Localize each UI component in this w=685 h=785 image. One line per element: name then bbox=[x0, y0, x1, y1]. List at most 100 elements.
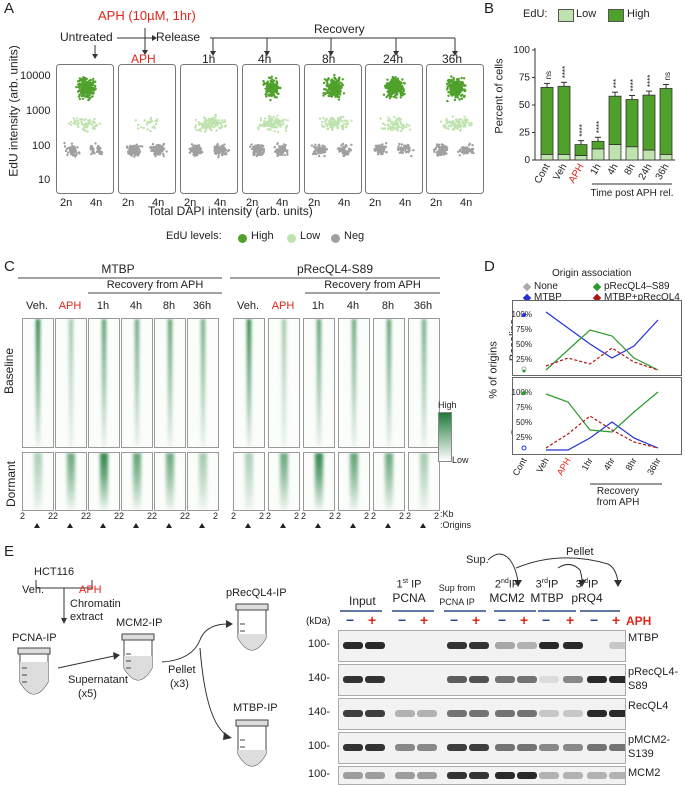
d-line-precql4 bbox=[545, 329, 659, 371]
protein-band bbox=[609, 772, 625, 779]
c-header-lines bbox=[18, 277, 440, 294]
e-supernatant: Supernatant bbox=[68, 674, 128, 686]
protein-band bbox=[395, 772, 415, 779]
lane-label: 8h bbox=[381, 300, 395, 312]
heatmap-baseline bbox=[303, 318, 335, 448]
mw-marker: 100- bbox=[308, 638, 331, 650]
kb-tick: 2 bbox=[406, 511, 412, 521]
d-dormant-frame bbox=[512, 377, 682, 455]
b-ylabel: Percent of cells bbox=[493, 58, 506, 134]
bar-high bbox=[557, 85, 571, 155]
d-ytick: 50% bbox=[516, 418, 532, 427]
b-category-label: 4h bbox=[606, 162, 621, 177]
origin-marker bbox=[166, 523, 172, 528]
b-ytick-label: 50 bbox=[519, 100, 531, 111]
protein-band bbox=[417, 710, 437, 717]
d-line-precql4-dormant bbox=[545, 391, 659, 433]
cond-aph: APH bbox=[131, 52, 156, 66]
plus-sign: + bbox=[472, 612, 481, 628]
kb-tick: 2 bbox=[20, 511, 26, 521]
cond-24h: 24h bbox=[383, 52, 404, 66]
protein-band bbox=[495, 744, 515, 751]
d-baseline-frame bbox=[512, 300, 682, 376]
mw-marker: 100- bbox=[308, 740, 331, 752]
legend-neg: Neg bbox=[344, 230, 365, 242]
e-chromatin: Chromatin extract bbox=[70, 598, 121, 623]
blot-flow-arrows bbox=[487, 553, 622, 587]
heatmap-baseline bbox=[373, 318, 405, 448]
protein-band bbox=[447, 710, 467, 717]
ip2-sup: nd bbox=[500, 578, 509, 585]
panel-a-label: A bbox=[4, 0, 15, 17]
protein-band bbox=[447, 676, 467, 683]
heatmap-baseline bbox=[408, 318, 440, 448]
plus-sign: + bbox=[566, 612, 575, 628]
d-point-precql4 bbox=[522, 369, 526, 373]
d-legend-precql4-mark bbox=[592, 282, 602, 292]
heat-signal bbox=[317, 319, 321, 447]
ytick-1000: 1000 bbox=[26, 105, 51, 117]
plus-sign: + bbox=[612, 612, 621, 628]
heatmap-baseline bbox=[338, 318, 370, 448]
protein-band bbox=[469, 710, 489, 717]
heat-colorbar bbox=[438, 412, 452, 462]
heat-signal bbox=[385, 453, 393, 510]
bar-high bbox=[659, 88, 673, 155]
c-row-baseline: Baseline bbox=[2, 347, 17, 395]
bar-high bbox=[591, 140, 605, 150]
b-ytick-label: 0 bbox=[524, 155, 530, 166]
b-ytick-label: 25 bbox=[519, 128, 531, 139]
xtick-4n: 4n bbox=[399, 197, 412, 209]
protein-band bbox=[539, 744, 559, 751]
protein-band bbox=[563, 710, 583, 717]
protein-band bbox=[495, 772, 515, 779]
heatmap-dormant bbox=[233, 452, 265, 511]
protein-band bbox=[469, 676, 489, 683]
protein-band bbox=[517, 744, 537, 751]
xtick-4n: 4n bbox=[338, 197, 351, 209]
protein-band bbox=[343, 772, 363, 779]
lane-underlines bbox=[340, 610, 620, 612]
legend-low-dot bbox=[287, 234, 296, 243]
kb-tick: 2 bbox=[259, 511, 265, 521]
e-x3: (x3) bbox=[170, 678, 189, 690]
heat-signal bbox=[201, 319, 205, 447]
origin-line-chart: 100% 75% 50% 25% 100% 75% 50% 25% Cont Veh APH 1hr 4… bbox=[512, 300, 682, 485]
kb-tick: 2 bbox=[301, 511, 307, 521]
b-significance: *** bbox=[612, 79, 621, 88]
protein-band bbox=[563, 744, 583, 751]
origin-marker bbox=[34, 523, 40, 528]
panel-d-label: D bbox=[484, 258, 495, 275]
protein-band bbox=[539, 676, 559, 683]
xtick-4n: 4n bbox=[214, 197, 227, 209]
blot-panel bbox=[338, 732, 626, 764]
recovery-label: Recovery bbox=[314, 22, 365, 36]
protein-band bbox=[395, 744, 415, 751]
blot-antibody-label: MCM2 bbox=[628, 767, 661, 779]
kb-tick: 2 bbox=[81, 511, 87, 521]
ip3a-target: MTBP bbox=[530, 590, 564, 605]
legend-high-dot bbox=[238, 234, 247, 243]
heatmap-baseline bbox=[154, 318, 186, 448]
origin-marker bbox=[245, 523, 251, 528]
heatmap-baseline bbox=[22, 318, 54, 448]
origin-marker bbox=[67, 523, 73, 528]
bar-low bbox=[659, 154, 673, 161]
bar-high bbox=[608, 95, 622, 145]
kb-tick: 2 bbox=[147, 511, 153, 521]
sup-pcna-text: PCNA IP bbox=[439, 597, 475, 607]
bar-high bbox=[642, 94, 656, 151]
e-x5: (x5) bbox=[78, 688, 97, 700]
heatmap-dormant bbox=[373, 452, 405, 511]
ytick-10: 10 bbox=[38, 174, 51, 186]
b-legend-low: Low bbox=[576, 8, 597, 20]
d-ytick: 25% bbox=[516, 433, 532, 442]
lane-label: 1h bbox=[311, 300, 325, 312]
xtick-4n: 4n bbox=[460, 197, 473, 209]
heat-signal bbox=[133, 453, 141, 510]
d-xtick: 1hr bbox=[580, 456, 595, 472]
c-group-mtbp: MTBP bbox=[101, 262, 135, 276]
protein-band bbox=[539, 642, 559, 649]
b-category-label: 8h bbox=[623, 162, 638, 177]
heatmap-baseline bbox=[187, 318, 219, 448]
